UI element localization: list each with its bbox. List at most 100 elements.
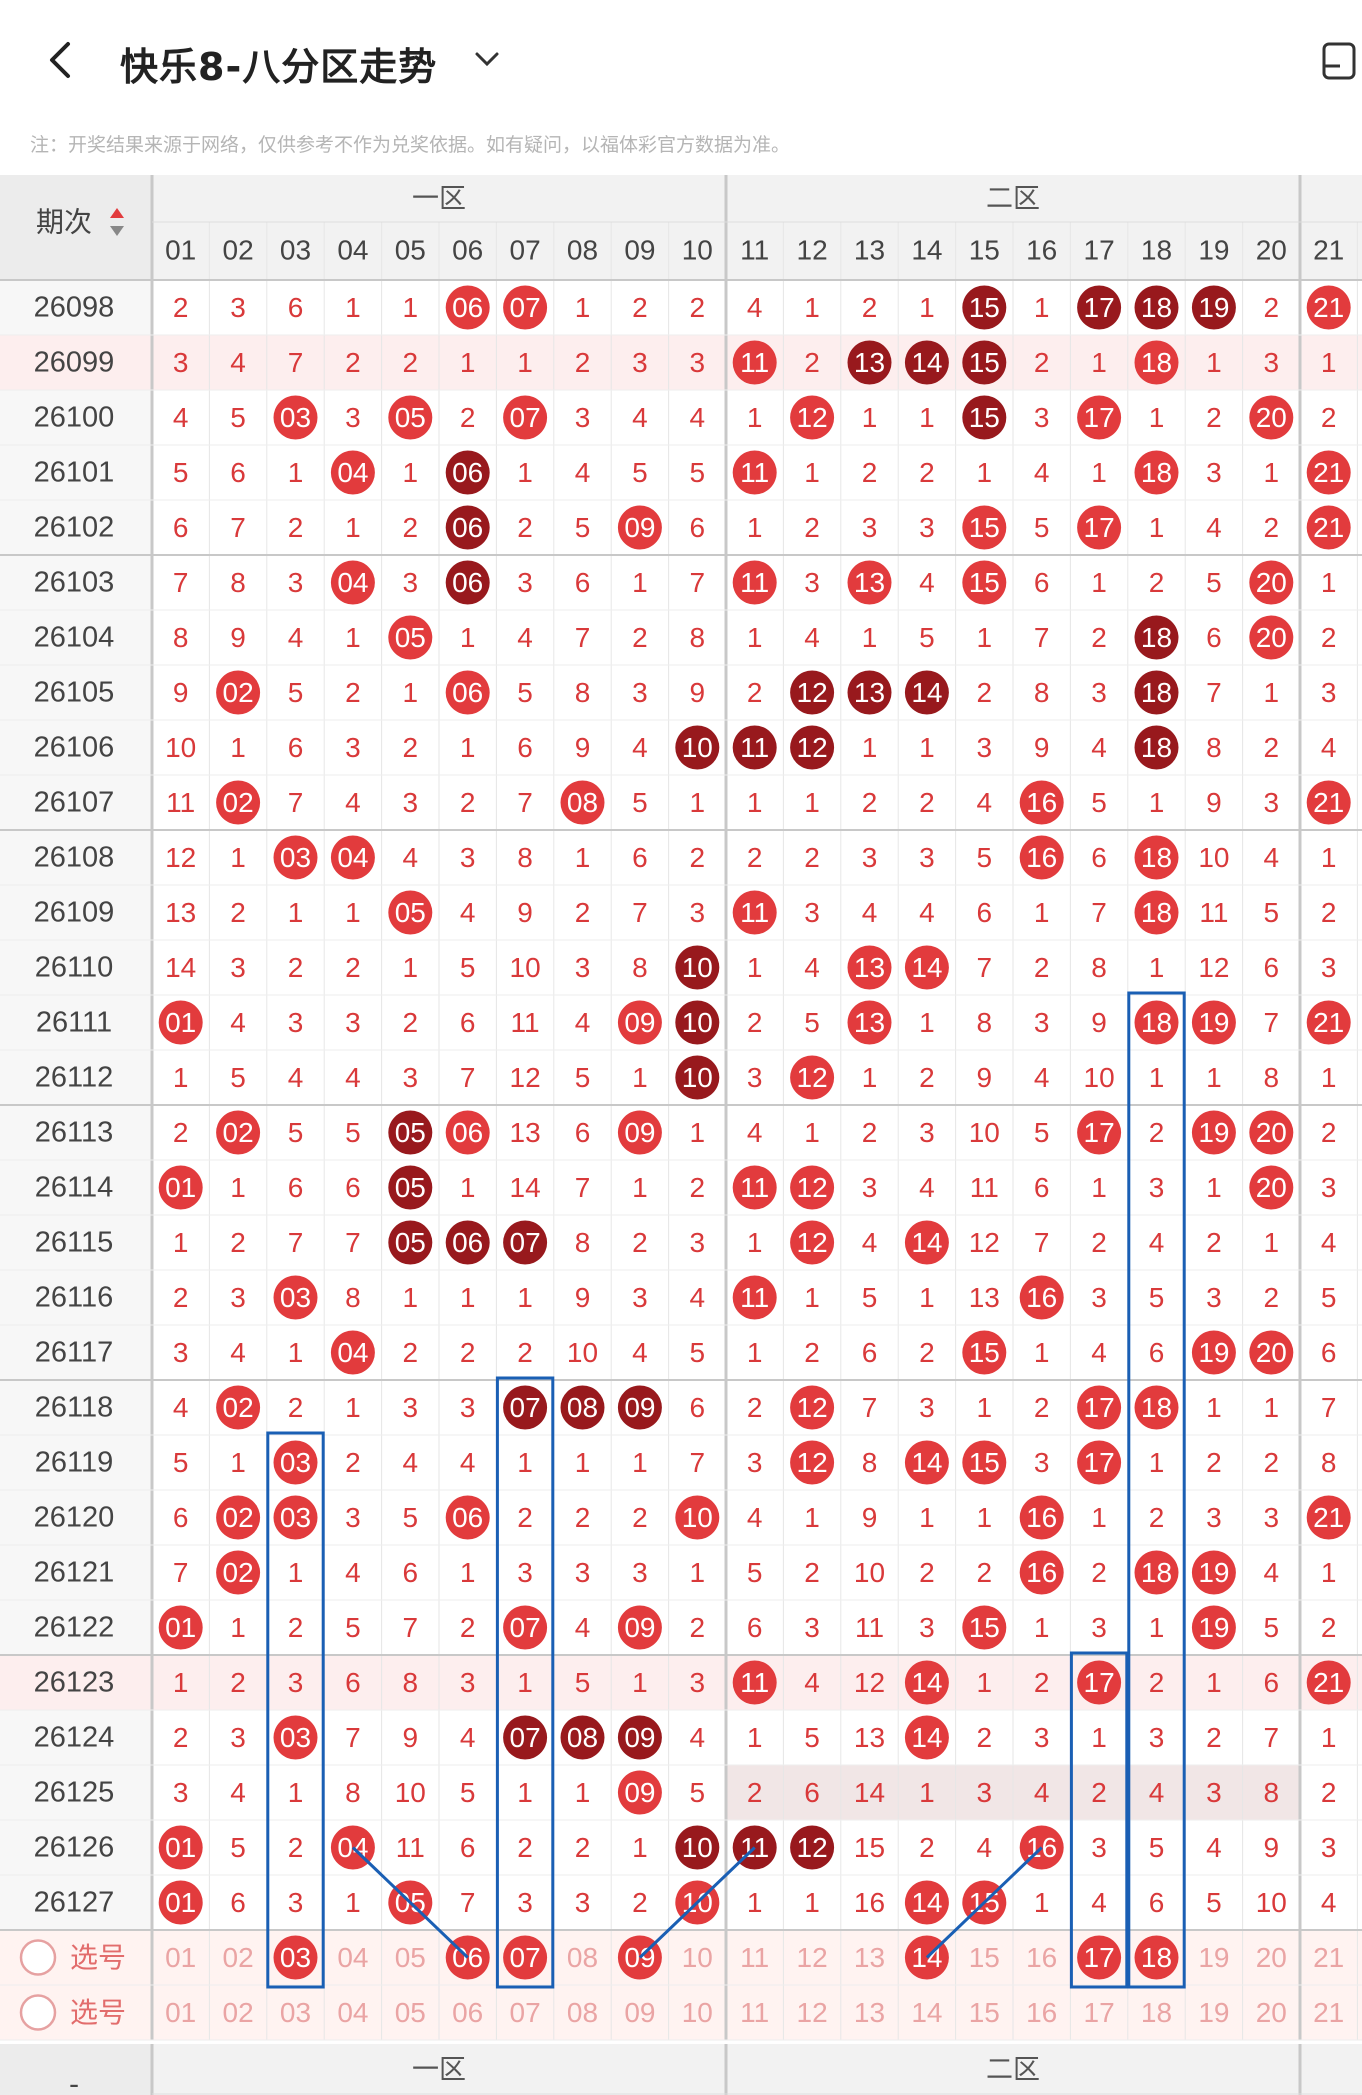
- issue-cell-bg: [0, 1545, 152, 1600]
- device-button[interactable]: [1320, 40, 1362, 82]
- pick-number[interactable]: 12: [797, 1997, 828, 2028]
- pick-number[interactable]: 04: [337, 1997, 368, 2028]
- pick-number-selected[interactable]: 18: [1141, 1942, 1172, 1973]
- miss-count: 4: [919, 897, 935, 928]
- issue-cell-bg: [0, 1270, 152, 1325]
- miss-count: 3: [1321, 952, 1337, 983]
- miss-count: 3: [517, 1557, 533, 1588]
- pick-radio[interactable]: [19, 1939, 57, 1976]
- miss-count: 2: [632, 292, 648, 323]
- pick-number[interactable]: 16: [1026, 1997, 1057, 2028]
- drawn-ball: [790, 395, 835, 440]
- miss-count: 1: [1321, 347, 1337, 378]
- issue-number: 26099: [34, 347, 115, 379]
- miss-count: 1: [747, 402, 763, 433]
- pick-number[interactable]: 19: [1198, 1942, 1229, 1973]
- pick-number-selected[interactable]: 17: [1084, 1942, 1115, 1973]
- miss-count: 9: [230, 622, 246, 653]
- pick-number[interactable]: 17: [1084, 1997, 1115, 2028]
- pick-number[interactable]: 21: [1313, 1942, 1344, 1973]
- title-dropdown-button[interactable]: [472, 44, 502, 74]
- pick-number[interactable]: 06: [452, 1997, 483, 2028]
- pick-number[interactable]: 10: [682, 1942, 713, 1973]
- pick-number[interactable]: 08: [567, 1942, 598, 1973]
- table-header-bg: [0, 175, 1362, 280]
- pick-number[interactable]: 13: [854, 1942, 885, 1973]
- miss-count: 2: [517, 1337, 533, 1368]
- drawn-number: 17: [1084, 292, 1115, 323]
- drawn-number: 01: [165, 1007, 196, 1038]
- pick-number[interactable]: 20: [1256, 1942, 1287, 1973]
- miss-count: 1: [173, 1062, 189, 1093]
- pick-ball-selected[interactable]: [1134, 1935, 1179, 1980]
- pick-number[interactable]: 16: [1026, 1942, 1057, 1973]
- drawn-number: 01: [165, 1172, 196, 1203]
- pick-number-selected[interactable]: 07: [510, 1942, 541, 1973]
- miss-count: 3: [403, 1392, 419, 1423]
- pick-number[interactable]: 03: [280, 1997, 311, 2028]
- pick-number[interactable]: 15: [969, 1942, 1000, 1973]
- back-button[interactable]: [40, 30, 80, 90]
- pick-number[interactable]: 07: [510, 1997, 541, 2028]
- miss-count: 4: [977, 787, 993, 818]
- miss-count: 7: [575, 622, 591, 653]
- pick-number[interactable]: 15: [969, 1997, 1000, 2028]
- drawn-ball: [847, 560, 892, 605]
- drawn-number: 15: [969, 1447, 1000, 1478]
- pick-number[interactable]: 10: [682, 1997, 713, 2028]
- pick-number[interactable]: 01: [165, 1942, 196, 1973]
- drawn-number: 17: [1084, 402, 1115, 433]
- miss-count: 2: [632, 622, 648, 653]
- pick-number[interactable]: 19: [1198, 1997, 1229, 2028]
- pick-number[interactable]: 08: [567, 1997, 598, 2028]
- pick-number[interactable]: 14: [911, 1997, 942, 2028]
- pick-number[interactable]: 11: [740, 1942, 769, 1973]
- miss-count: 2: [804, 512, 820, 543]
- miss-count: 9: [1206, 787, 1222, 818]
- pick-number[interactable]: 02: [223, 1997, 254, 2028]
- miss-count: 1: [747, 622, 763, 653]
- issue-number: 26120: [34, 1502, 115, 1534]
- pick-number[interactable]: 18: [1141, 1997, 1172, 2028]
- trend-line: [351, 1846, 469, 1959]
- miss-count: 4: [632, 402, 648, 433]
- issue-cell-bg: [0, 885, 152, 940]
- miss-count: 1: [977, 1502, 993, 1533]
- pick-number[interactable]: 13: [854, 1997, 885, 2028]
- drawn-number: 09: [624, 1612, 655, 1643]
- drawn-number: 02: [223, 1557, 254, 1588]
- pick-ball-selected[interactable]: [503, 1935, 548, 1980]
- pick-row-label: 选号: [70, 1996, 126, 2029]
- pick-number[interactable]: 09: [624, 1997, 655, 2028]
- pick-number[interactable]: 11: [740, 1997, 769, 2028]
- issue-header[interactable]: 期次: [36, 206, 92, 239]
- miss-count: 8: [862, 1447, 878, 1478]
- miss-count: 7: [977, 952, 993, 983]
- miss-count: 1: [1321, 1062, 1337, 1093]
- miss-count: 2: [747, 842, 763, 873]
- pick-number[interactable]: 20: [1256, 1997, 1287, 2028]
- pick-number[interactable]: 21: [1313, 1997, 1344, 2028]
- drawn-ball: [1191, 1550, 1236, 1595]
- miss-count: 4: [230, 1337, 246, 1368]
- disclaimer-note: 注：开奖结果来源于网络，仅供参考不作为兑奖依据。如有疑问，以福体彩官方数据为准。: [30, 134, 791, 156]
- pick-number[interactable]: 12: [797, 1942, 828, 1973]
- pick-ball-selected[interactable]: [273, 1935, 318, 1980]
- pick-ball-selected[interactable]: [1077, 1935, 1122, 1980]
- miss-count: 6: [1206, 622, 1222, 653]
- drawn-ball: [1077, 395, 1122, 440]
- pick-number-selected[interactable]: 03: [280, 1942, 311, 1973]
- pick-number[interactable]: 02: [223, 1942, 254, 1973]
- pick-number[interactable]: 05: [395, 1942, 426, 1973]
- miss-count: 1: [517, 347, 533, 378]
- issue-cell-bg: [0, 720, 152, 775]
- sort-icon[interactable]: [110, 208, 124, 236]
- pick-number[interactable]: 04: [337, 1942, 368, 1973]
- pick-number[interactable]: 05: [395, 1997, 426, 2028]
- drawn-number: 05: [395, 1117, 426, 1148]
- column-header-08: 08: [567, 235, 598, 266]
- drawn-number: 10: [682, 732, 713, 763]
- pick-number[interactable]: 01: [165, 1997, 196, 2028]
- miss-count: 2: [1149, 1667, 1165, 1698]
- pick-radio[interactable]: [19, 1994, 57, 2031]
